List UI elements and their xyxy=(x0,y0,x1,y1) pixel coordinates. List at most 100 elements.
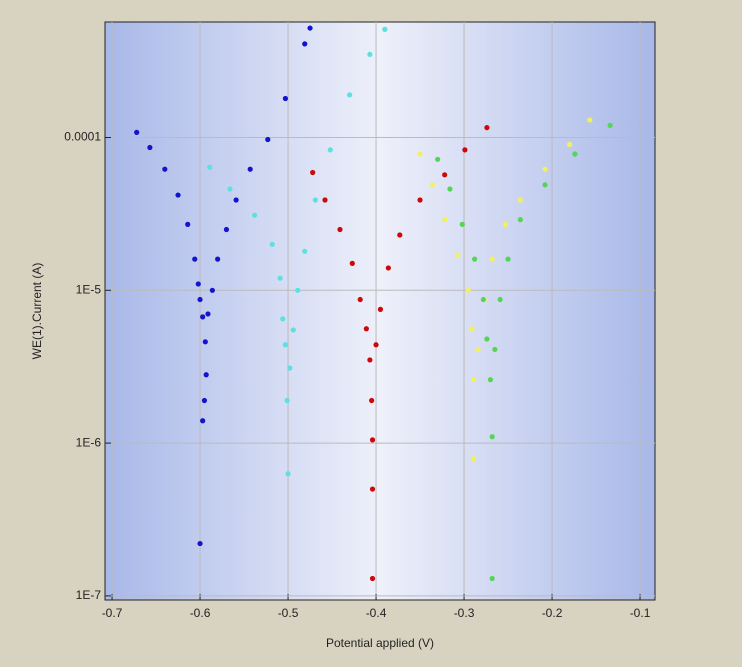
y-tick-label: 1E-5 xyxy=(76,282,102,296)
data-point xyxy=(328,147,333,152)
data-point xyxy=(347,92,352,97)
data-point xyxy=(134,130,139,135)
x-axis-label: Potential applied (V) xyxy=(326,636,434,650)
data-point xyxy=(210,288,215,293)
data-point xyxy=(481,297,486,302)
data-point xyxy=(498,297,503,302)
x-tick-label: -0.5 xyxy=(278,606,299,620)
data-point xyxy=(542,182,547,187)
data-point xyxy=(280,316,285,321)
data-point xyxy=(162,167,167,172)
data-point xyxy=(283,342,288,347)
data-point xyxy=(417,197,422,202)
data-point xyxy=(417,151,422,156)
data-point xyxy=(175,192,180,197)
data-point xyxy=(608,123,613,128)
data-point xyxy=(471,456,476,461)
data-point xyxy=(476,347,481,352)
data-point xyxy=(196,281,201,286)
data-point xyxy=(283,96,288,101)
data-point xyxy=(215,257,220,262)
data-point xyxy=(484,336,489,341)
data-point xyxy=(370,486,375,491)
data-point xyxy=(200,314,205,319)
data-point xyxy=(518,197,523,202)
data-point xyxy=(386,265,391,270)
data-point xyxy=(197,541,202,546)
data-point xyxy=(185,222,190,227)
y-tick-label: 1E-7 xyxy=(76,588,102,602)
data-point xyxy=(207,165,212,170)
data-point xyxy=(147,145,152,150)
y-tick-label: 1E-6 xyxy=(76,435,102,449)
data-point xyxy=(265,137,270,142)
data-point xyxy=(307,25,312,30)
y-axis-label: WE(1).Current (A) xyxy=(30,263,44,360)
data-point xyxy=(373,342,378,347)
data-point xyxy=(492,347,497,352)
data-point xyxy=(466,288,471,293)
data-point xyxy=(462,147,467,152)
data-point xyxy=(370,576,375,581)
data-point xyxy=(471,377,476,382)
data-point xyxy=(202,398,207,403)
data-point xyxy=(200,418,205,423)
data-point xyxy=(442,217,447,222)
data-point xyxy=(455,252,460,257)
data-point xyxy=(503,222,508,227)
data-point xyxy=(224,227,229,232)
data-point xyxy=(472,257,477,262)
data-point xyxy=(460,222,465,227)
data-point xyxy=(302,41,307,46)
data-point xyxy=(205,311,210,316)
data-point xyxy=(302,249,307,254)
data-point xyxy=(337,227,342,232)
data-point xyxy=(490,434,495,439)
data-point xyxy=(295,288,300,293)
data-point xyxy=(587,117,592,122)
data-point xyxy=(378,307,383,312)
data-point xyxy=(313,197,318,202)
data-point xyxy=(291,327,296,332)
data-point xyxy=(322,197,327,202)
chart: Potential applied (V) WE(1).Current (A) … xyxy=(0,0,742,667)
y-tick-label: 0.0001 xyxy=(64,130,101,144)
data-point xyxy=(204,372,209,377)
x-tick-label: -0.1 xyxy=(630,606,651,620)
data-point xyxy=(192,257,197,262)
data-point xyxy=(490,576,495,581)
data-point xyxy=(364,326,369,331)
data-point xyxy=(350,261,355,266)
data-point xyxy=(488,377,493,382)
data-point xyxy=(287,365,292,370)
data-point xyxy=(252,213,257,218)
data-point xyxy=(367,357,372,362)
data-point xyxy=(430,182,435,187)
data-point xyxy=(370,437,375,442)
data-point xyxy=(234,197,239,202)
data-point xyxy=(285,398,290,403)
data-point xyxy=(435,157,440,162)
data-point xyxy=(518,217,523,222)
data-point xyxy=(484,125,489,130)
data-point xyxy=(248,167,253,172)
data-point xyxy=(227,186,232,191)
data-point xyxy=(197,297,202,302)
data-point xyxy=(542,167,547,172)
data-point xyxy=(572,151,577,156)
data-point xyxy=(270,242,275,247)
data-point xyxy=(397,232,402,237)
data-point xyxy=(203,339,208,344)
data-point xyxy=(442,172,447,177)
data-point xyxy=(505,257,510,262)
data-point xyxy=(278,276,283,281)
data-point xyxy=(447,186,452,191)
data-point xyxy=(469,326,474,331)
data-point xyxy=(358,297,363,302)
x-tick-label: -0.6 xyxy=(190,606,211,620)
data-point xyxy=(382,27,387,32)
x-tick-label: -0.3 xyxy=(454,606,475,620)
x-tick-label: -0.2 xyxy=(542,606,563,620)
data-point xyxy=(490,257,495,262)
data-point xyxy=(367,52,372,57)
